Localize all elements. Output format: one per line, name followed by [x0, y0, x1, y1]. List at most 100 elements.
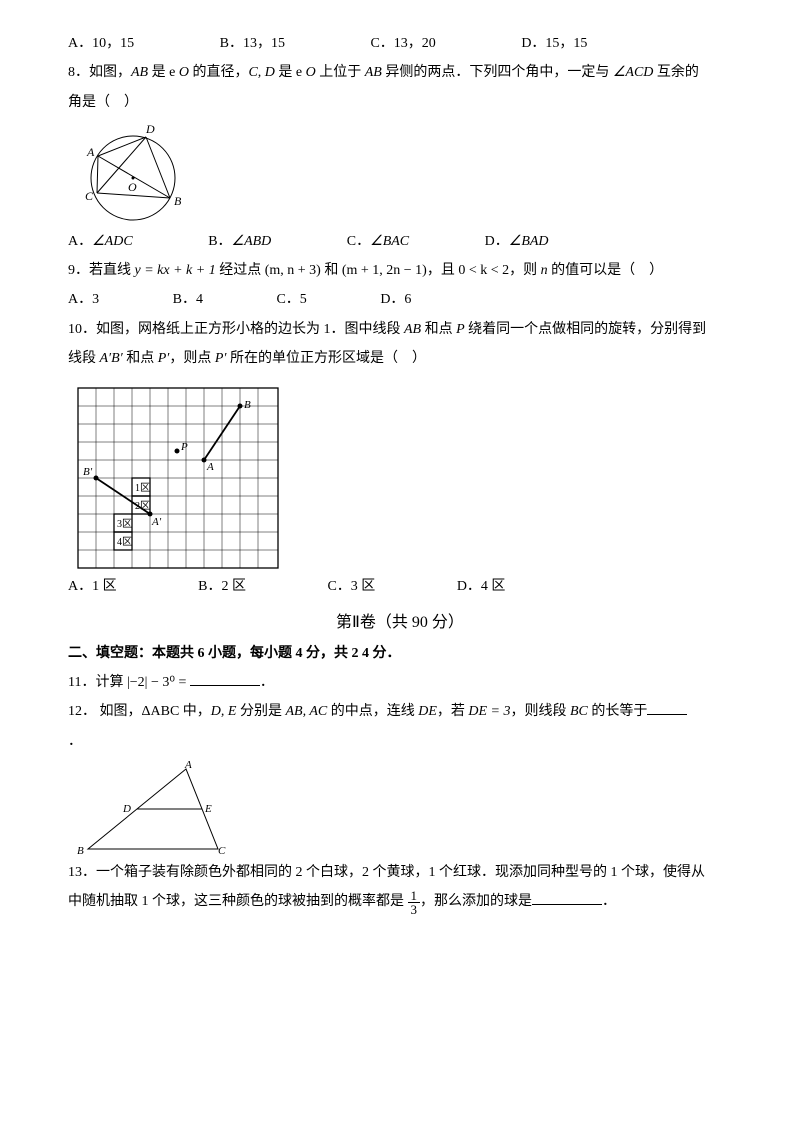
- q10-pp2: P′: [215, 351, 227, 366]
- q10-stem-l1: 10．如图，网格纸上正方形小格的边长为 1．图中线段 AB 和点 P 绕着同一个…: [68, 316, 732, 343]
- q9-pt2: (m + 1, 2n − 1): [342, 263, 427, 278]
- q10-abp: A′B′: [100, 351, 123, 366]
- q9-t4: ，则: [509, 263, 541, 278]
- q12-figure: A B C D E: [68, 759, 238, 859]
- grid-p: P: [180, 441, 188, 453]
- q12-blank[interactable]: [647, 701, 687, 715]
- q10-l2a: 线段: [68, 351, 100, 366]
- q11-blank[interactable]: [190, 672, 260, 686]
- q12-t2: 分别是: [236, 704, 285, 719]
- q8-t6: 是 e: [275, 65, 306, 80]
- q8-opt-b: ∠ABD: [232, 228, 272, 255]
- grid-r1: 1区: [135, 482, 150, 494]
- q8-label-d: D: [145, 122, 155, 136]
- q10-ab: AB: [404, 322, 421, 337]
- q8-stem: 8．如图，AB 是 e O 的直径，C, D 是 e O 上位于 AB 异侧的两…: [68, 59, 732, 86]
- q9-opt-b: B．4: [173, 286, 203, 313]
- q12-t3: 的中点，连线: [327, 704, 418, 719]
- q8-opt-c-pre: C．: [347, 228, 370, 255]
- q7-opt-b: B．13，15: [220, 30, 285, 57]
- q8-label-c: C: [85, 189, 94, 203]
- section2-head: 二、填空题：本题共 6 小题，每小题 4 分，共 2 4 分．: [68, 640, 732, 667]
- tri-d: D: [122, 803, 131, 815]
- q10-opt-c: C．3 区: [327, 573, 375, 600]
- q10-pp: P′: [158, 351, 170, 366]
- q11-pre: 11．计算: [68, 675, 127, 690]
- q8-opt-a-pre: A．: [68, 228, 92, 255]
- q12-bc: BC: [570, 704, 588, 719]
- grid-r4: 4区: [117, 536, 132, 548]
- q8-label-a: A: [86, 145, 95, 159]
- q10-options: A．1 区 B．2 区 C．3 区 D．4 区: [68, 573, 732, 600]
- q8-opt-d-pre: D．: [485, 228, 509, 255]
- grid-a: A: [206, 461, 214, 473]
- q10-l1b: 和点: [421, 322, 456, 337]
- q8-opt-a: ∠ADC: [92, 228, 133, 255]
- grid-b: B: [244, 399, 251, 411]
- q8-t12: 互余的: [653, 65, 699, 80]
- q8-t2: 是 e: [148, 65, 179, 80]
- q8-label-o: O: [128, 180, 137, 194]
- q10-l1c: 绕着同一个点做相同的旋转，分别得到: [465, 322, 707, 337]
- q7-opt-a: A．10，15: [68, 30, 134, 57]
- q9-t2: 和: [321, 263, 342, 278]
- q13-blank[interactable]: [532, 891, 602, 905]
- grid-ap: A′: [151, 516, 162, 528]
- q9-opt-c: C．5: [276, 286, 306, 313]
- q10-opt-a: A．1 区: [68, 573, 117, 600]
- tri-c: C: [218, 845, 226, 857]
- q7-opt-d: D．15，15: [521, 30, 587, 57]
- q12-t6: 的长等于: [588, 704, 648, 719]
- q8-opt-b-pre: B．: [208, 228, 231, 255]
- q12-stem: 12． 如图，ΔABC 中，D, E 分别是 AB, AC 的中点，连线 DE，…: [68, 698, 732, 725]
- q12-eq: DE = 3: [468, 704, 510, 719]
- q10-p: P: [456, 322, 465, 337]
- q11-expr: |−2| − 3⁰ =: [127, 675, 186, 690]
- q9-options: A．3 B．4 C．5 D．6: [68, 286, 732, 313]
- tri-b: B: [77, 845, 84, 857]
- q13-frac-den: 3: [408, 903, 421, 916]
- q8-opt-d: ∠BAD: [509, 228, 549, 255]
- q8-options: A．∠ADC B．∠ABD C．∠BAC D．∠BAD: [68, 228, 732, 255]
- q8-prefix: 8．如图，: [68, 65, 131, 80]
- q8-t10: 异侧的两点．下列四个角中，一定与: [382, 65, 613, 80]
- q10-l1a: 10．如图，网格纸上正方形小格的边长为 1．图中线段: [68, 322, 404, 337]
- q13-frac: 13: [408, 889, 421, 916]
- q9-pt1: (m, n + 3): [265, 263, 321, 278]
- q8-t4: 的直径，: [189, 65, 249, 80]
- q12-period: ．: [68, 728, 732, 755]
- q9-eq: y = kx + k + 1: [135, 263, 216, 278]
- q13-l2c: ．: [602, 894, 616, 909]
- q10-l2c: ，则点: [169, 351, 215, 366]
- q8-ab2: AB: [365, 65, 382, 80]
- q13-l2: 中随机抽取 1 个球，这三种颜色的球被抽到的概率都是 13，那么添加的球是．: [68, 888, 732, 915]
- tri-a: A: [184, 759, 192, 771]
- q12-de: D, E: [211, 704, 237, 719]
- q10-l2d: 所在的单位正方形区域是（ ）: [226, 351, 426, 366]
- q13-l1: 13．一个箱子装有除颜色外都相同的 2 个白球，2 个黄球，1 个红球．现添加同…: [68, 859, 732, 886]
- q13-l2b: ，那么添加的球是: [420, 894, 532, 909]
- q12-t1: 中，: [179, 704, 211, 719]
- q9-prefix: 9．若直线: [68, 263, 135, 278]
- q11: 11．计算 |−2| − 3⁰ = ．: [68, 669, 732, 696]
- q9-t3: ，且: [427, 263, 459, 278]
- q10-figure: 1区 2区 3区 4区 A B A′ B′ P: [68, 378, 288, 573]
- q9-rng: 0 < k < 2: [458, 263, 509, 278]
- q7-options: A．10，15 B．13，15 C．13，20 D．15，15: [68, 30, 732, 57]
- q11-post: ．: [260, 675, 274, 690]
- q9-opt-a: A．3: [68, 286, 99, 313]
- q8-opt-c: ∠BAC: [370, 228, 409, 255]
- q13-frac-num: 1: [408, 889, 421, 903]
- grid-bp: B′: [83, 466, 93, 478]
- q8-o2: O: [306, 65, 316, 80]
- q10-stem-l2: 线段 A′B′ 和点 P′，则点 P′ 所在的单位正方形区域是（ ）: [68, 345, 732, 372]
- q9-t5: 的值可以是（ ）: [548, 263, 664, 278]
- q8-stem-line2: 角是（ ）: [68, 89, 732, 116]
- q10-opt-d: D．4 区: [457, 573, 506, 600]
- q12-de2: DE: [418, 704, 437, 719]
- q9-t1: 经过点: [216, 263, 265, 278]
- q12-abac: AB, AC: [285, 704, 327, 719]
- q12-t4: ，若: [437, 704, 469, 719]
- q12-tri: ΔABC: [142, 704, 180, 719]
- q9-stem: 9．若直线 y = kx + k + 1 经过点 (m, n + 3) 和 (m…: [68, 257, 732, 284]
